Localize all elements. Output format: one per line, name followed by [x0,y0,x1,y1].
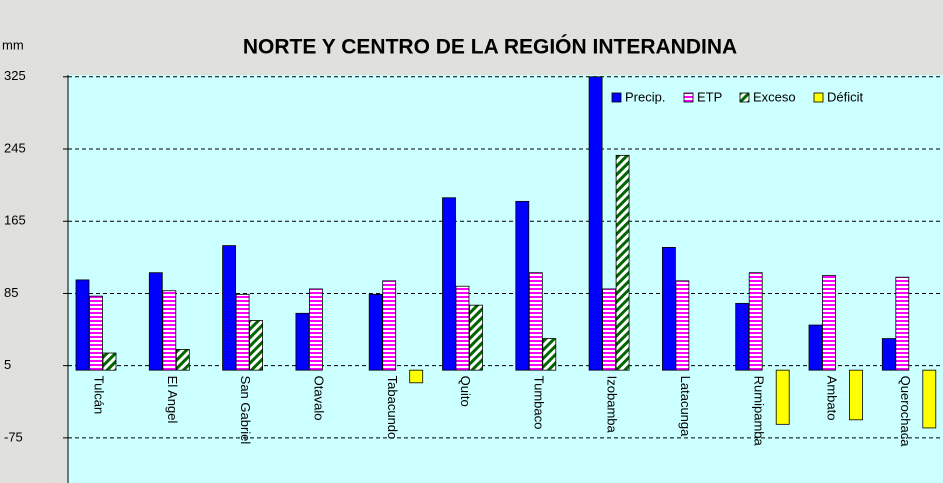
legend-swatch [813,92,824,103]
legend-swatch [683,92,694,103]
bar [235,293,250,371]
bar [455,285,470,371]
x-tick-label: El Angel [165,376,180,424]
y-tick-label: 245 [4,140,26,155]
x-tick-label: Querochaca [898,376,913,448]
bar [922,369,937,429]
plot-area [68,75,943,483]
bar [175,349,190,371]
bar [775,369,790,425]
bar [222,245,237,371]
y-tick-label: 325 [4,68,26,83]
legend-label: ETP [697,89,722,104]
bar [735,302,750,371]
bar [542,338,557,371]
x-tick-label: Rumipamba [751,376,766,447]
bar [368,293,383,371]
x-tick-label: Ambato [825,376,840,421]
x-tick-label: Otavalo [311,376,326,421]
bar [602,288,616,371]
bar [662,247,676,371]
x-tick-label: Tulcán [92,376,107,415]
bar [442,197,456,371]
y-axis-label: mm [2,37,24,52]
bar [75,279,90,371]
bar [295,312,310,371]
x-tick-label: San Gabriel [238,376,253,445]
bar [822,274,836,371]
y-tick-label: 85 [4,285,18,300]
bar [409,369,424,384]
bar [89,295,103,371]
y-tick-label: 165 [4,213,26,228]
bar [469,304,483,371]
bar [588,76,603,371]
bar [162,290,177,371]
bar [308,288,323,371]
bar [382,280,397,371]
bar [515,200,530,371]
legend-label: Exceso [753,89,796,104]
x-tick-label: Izobamba [605,376,620,434]
legend-label: Déficit [827,89,864,104]
bar [249,320,264,371]
legend-label: Precip. [625,89,665,104]
legend-swatch [739,92,750,103]
legend-swatch [611,92,622,103]
bar [748,272,763,371]
bar [849,369,863,421]
x-tick-label: Tabacundo [385,376,400,440]
bar [808,324,823,371]
y-tick-label: -75 [4,429,23,444]
bar [675,280,690,371]
x-tick-label: Quito [458,376,473,407]
x-tick-label: Latacunga [678,376,693,437]
bar [148,272,163,371]
bar [881,338,896,371]
x-tick-label: Tumbaco [531,376,546,430]
bar [895,276,910,371]
bar [102,352,117,371]
y-tick-label: 5 [4,357,11,372]
bar [528,272,543,371]
chart-title: NORTE Y CENTRO DE LA REGIÓN INTERANDINA [243,35,737,59]
bar [615,154,630,371]
